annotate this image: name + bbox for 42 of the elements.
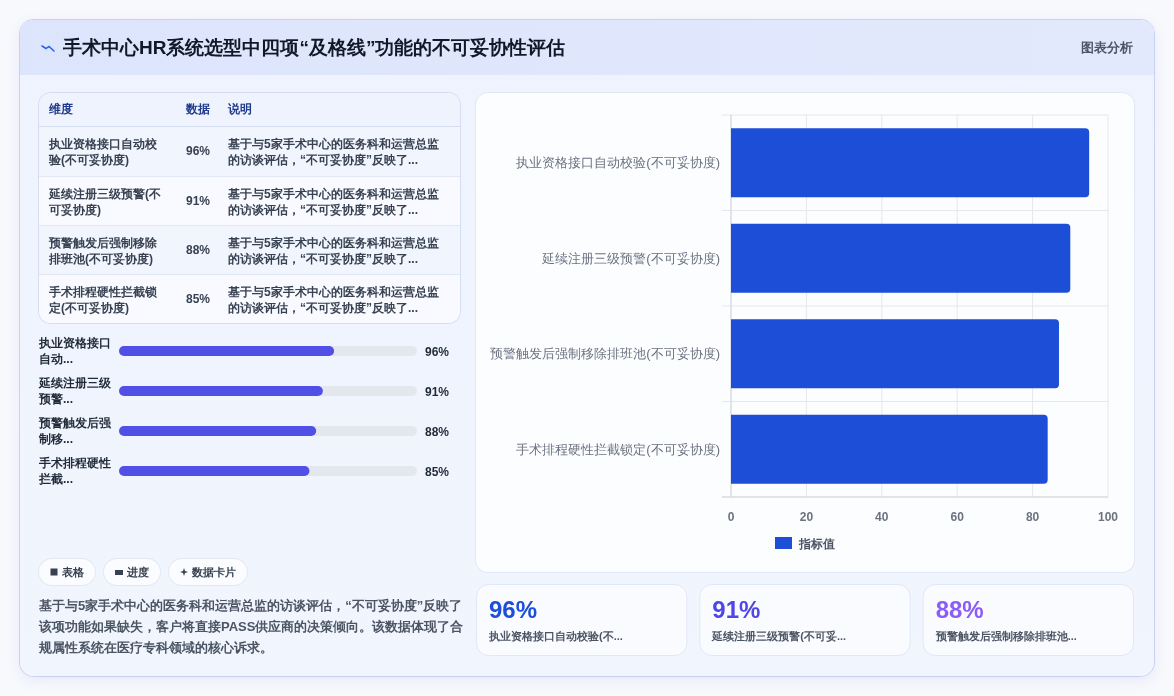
data-label: 96% <box>186 143 211 160</box>
x-tick-label: 80 <box>1025 509 1040 524</box>
x-tick-label: 20 <box>799 509 814 524</box>
category-label: 延续注册三级预警(不可妥... <box>712 629 847 643</box>
text: 进度 <box>127 564 149 580</box>
text: 维度 <box>49 101 73 118</box>
data-label: 85% <box>425 464 450 479</box>
data-label: 88% <box>935 595 984 625</box>
y-tick-label: 延续注册三级预警... <box>39 375 112 407</box>
y-tick-label: 延续注册三级预警(不可妥协度) <box>541 250 720 266</box>
y-tick-label: 预警触发后强制移... <box>39 415 112 447</box>
x-tick-label: 0 <box>727 509 735 524</box>
data-label: 88% <box>425 424 450 439</box>
text: 手术中心HR系统选型中四项“及格线”功能的不可妥协性评估 <box>63 36 566 60</box>
data-label: 96% <box>425 344 450 359</box>
x-tick-label: 60 <box>950 509 965 524</box>
data-label: 91% <box>425 384 450 399</box>
text: 基于与5家手术中心的医务科和运营总监的访谈评估，“不可妥协度”反映了该项功能如果缺失，客户将直接PASS供应商的决策倾向。该数据体现了合规属性系统在医疗专科领域的核心诉求。 <box>39 597 464 657</box>
text: 基于与5家手术中心的医务科和运营总监的访谈评估，“不可妥协度”反映了... <box>228 234 440 267</box>
y-tick-label: 手术排程硬性拦截... <box>39 455 112 487</box>
text: 数据 <box>186 101 210 118</box>
data-label: 88% <box>186 242 211 259</box>
y-tick-label: 手术排程硬性拦截锁定(不可妥协度) <box>516 441 720 457</box>
legend-label: 指标值 <box>798 536 835 551</box>
data-label: 91% <box>712 595 761 625</box>
y-tick-label: 执业资格接口自动... <box>39 335 112 367</box>
x-tick-label: 100 <box>1097 509 1119 524</box>
category-label: 预警触发后强制移除排班池... <box>935 629 1077 643</box>
category-label: 执业资格接口自动校验(不... <box>489 629 623 643</box>
text: 说明 <box>228 101 252 118</box>
text: 表格 <box>62 564 84 580</box>
text: 基于与5家手术中心的医务科和运营总监的访谈评估，“不可妥协度”反映了... <box>228 135 440 168</box>
y-tick-label: 执业资格接口自动校验(不可妥协度) <box>516 155 720 171</box>
text: 数据卡片 <box>192 564 236 580</box>
text: 图表分析 <box>1081 39 1133 57</box>
data-label: 85% <box>186 291 211 308</box>
x-tick-label: 40 <box>875 509 889 524</box>
data-label: 96% <box>489 595 538 625</box>
y-tick-label: 预警触发后强制移除排班池(不可妥协度) <box>490 346 720 362</box>
text: 基于与5家手术中心的医务科和运营总监的访谈评估，“不可妥协度”反映了... <box>228 185 440 218</box>
data-label: 91% <box>186 193 211 210</box>
text: 基于与5家手术中心的医务科和运营总监的访谈评估，“不可妥协度”反映了... <box>228 283 440 316</box>
